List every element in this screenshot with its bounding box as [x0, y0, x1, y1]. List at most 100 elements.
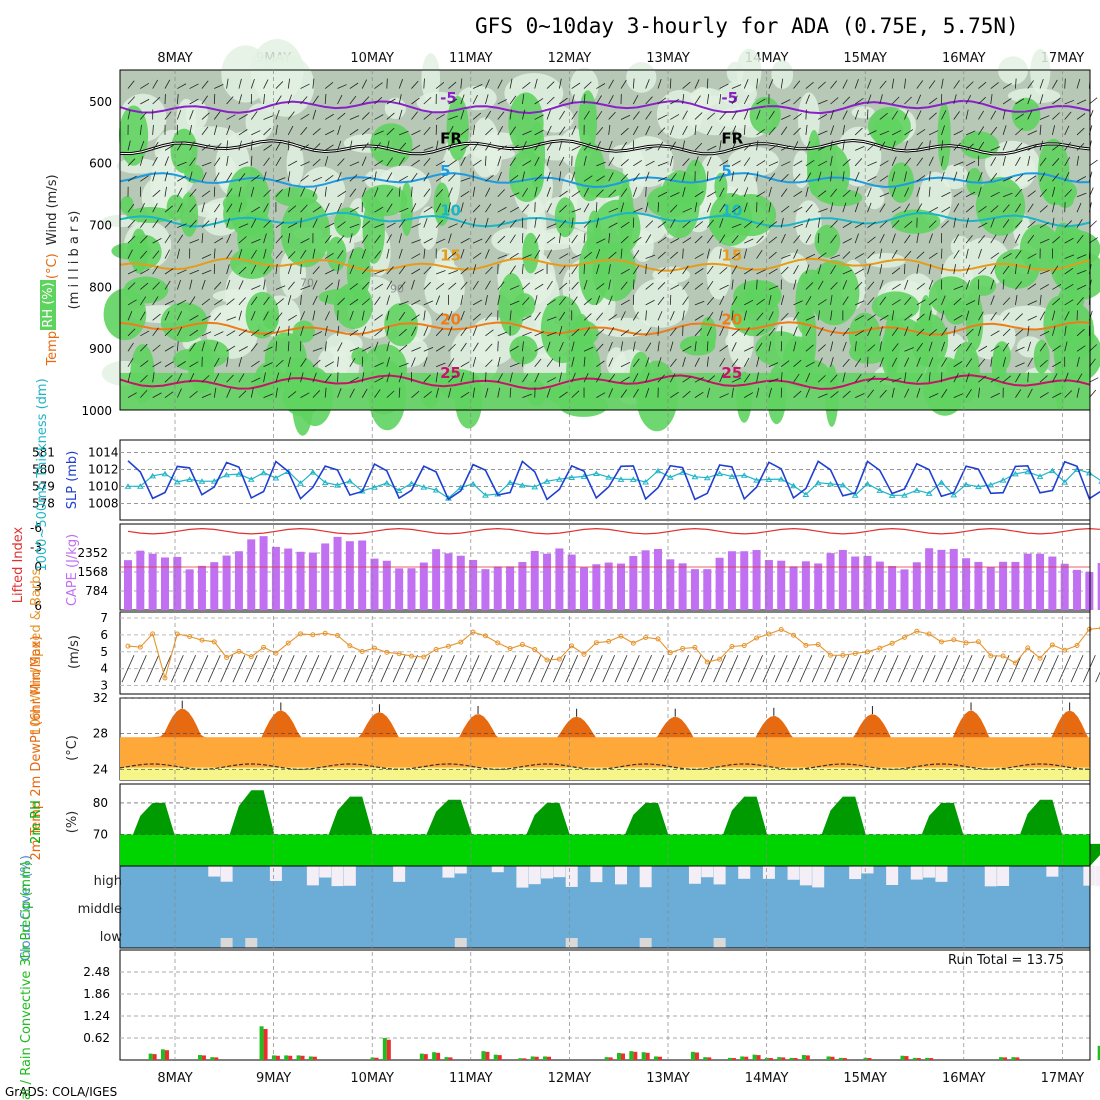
wind-barb: [435, 345, 445, 352]
wind-barb: [226, 374, 234, 383]
wind-barb: [411, 253, 421, 259]
wind-barb: [879, 264, 883, 275]
wind-barb: [904, 296, 912, 306]
wind-barb: [719, 111, 727, 120]
upper-air-label: Temperature (°C) Wind (m/s): [45, 174, 60, 366]
wind-barb: [830, 265, 836, 275]
wind-barb: [633, 358, 640, 367]
wind-barb: [756, 160, 766, 167]
wind-barb: [472, 124, 476, 135]
wind-barb: [1002, 375, 1012, 383]
wind-barb: [287, 251, 296, 259]
wind-barb: [596, 343, 604, 352]
wind-barb: [423, 266, 432, 275]
cape-bar: [370, 558, 379, 610]
wind-barb: [398, 233, 402, 244]
wind-barb: [928, 341, 933, 352]
wind-barb: [830, 97, 839, 105]
wind-barb: [793, 80, 801, 89]
wind-barb: [361, 112, 370, 120]
wind-barb: [793, 141, 799, 151]
wind-barb: [485, 372, 487, 383]
wind-barb: [485, 329, 494, 337]
cloud-high-gap: [984, 866, 997, 887]
wind-barb: [374, 362, 384, 368]
cloud-level-label: middle: [78, 902, 122, 917]
wind-barb: [361, 281, 370, 290]
wind-barb: [1015, 127, 1024, 136]
wind-barb: [990, 356, 993, 367]
wind-barb: [645, 146, 656, 151]
wind-barb: [904, 347, 914, 352]
wind-barb-10m: [984, 654, 998, 683]
wind-barb-10m: [774, 654, 788, 683]
wind-barb: [250, 111, 258, 120]
dewpoint-area: [120, 767, 1090, 780]
thickness-tick: 581: [32, 446, 55, 460]
wind-barb-10m: [959, 654, 973, 683]
wind-barb: [916, 157, 924, 167]
wind-barb: [361, 234, 369, 244]
wind-barb: [534, 78, 538, 89]
wind-barb: [238, 329, 248, 337]
wind-barb: [201, 331, 212, 337]
wind-barb: [176, 248, 180, 259]
wind-barb: [1052, 97, 1061, 105]
wind-barb: [1076, 373, 1083, 383]
wind-barb: [867, 344, 876, 352]
wind-barb-10m: [713, 654, 726, 683]
date-label-bottom: 13MAY: [646, 1071, 690, 1086]
cape-bar: [148, 553, 157, 610]
cloud-low-gap: [713, 938, 726, 948]
wind-barb: [633, 111, 640, 120]
wind-barb: [891, 249, 898, 259]
thickness-marker: [1061, 479, 1069, 485]
wind-barb: [189, 315, 199, 321]
wind-barb: [817, 344, 826, 352]
precip-total-bar: [801, 1055, 806, 1060]
wind-barb: [583, 372, 589, 383]
wind-barb: [608, 279, 611, 290]
wind-point: [766, 631, 772, 637]
wind-barb: [768, 161, 779, 167]
wind-barb: [509, 387, 512, 398]
wind-barb: [818, 208, 828, 213]
wind-barb: [263, 362, 273, 368]
cloud-high-gap: [220, 866, 233, 882]
wind-barb: [435, 81, 445, 89]
date-label-bottom: 17MAY: [1041, 1071, 1085, 1086]
wind-barb: [830, 171, 833, 182]
cloud-high-gap: [491, 866, 504, 873]
cape-bar: [666, 559, 675, 610]
wind-barb: [780, 325, 783, 336]
wind-barb: [928, 171, 931, 182]
wind-barb: [201, 298, 211, 306]
wind-barb: [460, 361, 470, 368]
cloud-high-gap: [343, 866, 356, 886]
isotherm-label: 15: [440, 247, 461, 265]
wind-barb-10m: [331, 654, 344, 683]
cloud-high-gap: [454, 866, 467, 874]
rh-dry-patch: [317, 346, 350, 380]
wind-barb: [509, 252, 519, 259]
wind-barb: [633, 160, 642, 167]
wind-barb: [411, 346, 421, 352]
cape-bar: [1060, 563, 1069, 610]
wind-barb: [854, 358, 862, 367]
wind-barb: [435, 113, 445, 120]
wind-barb: [879, 341, 882, 352]
wind-barb: [1027, 357, 1033, 367]
wind-barb: [497, 111, 505, 120]
precip-convective-bar: [300, 1055, 305, 1060]
wind-barb: [189, 98, 199, 105]
cloud-high-gap: [269, 866, 282, 881]
wind-barb: [398, 387, 401, 398]
wind-barb: [965, 342, 972, 352]
wind-barb: [706, 265, 714, 275]
wind-barb: [497, 295, 501, 305]
cape-bar: [678, 563, 687, 610]
wind-barb: [1076, 218, 1083, 228]
wind-barb: [682, 207, 692, 213]
wind-barb: [978, 345, 988, 352]
wind-barb: [1064, 254, 1075, 259]
